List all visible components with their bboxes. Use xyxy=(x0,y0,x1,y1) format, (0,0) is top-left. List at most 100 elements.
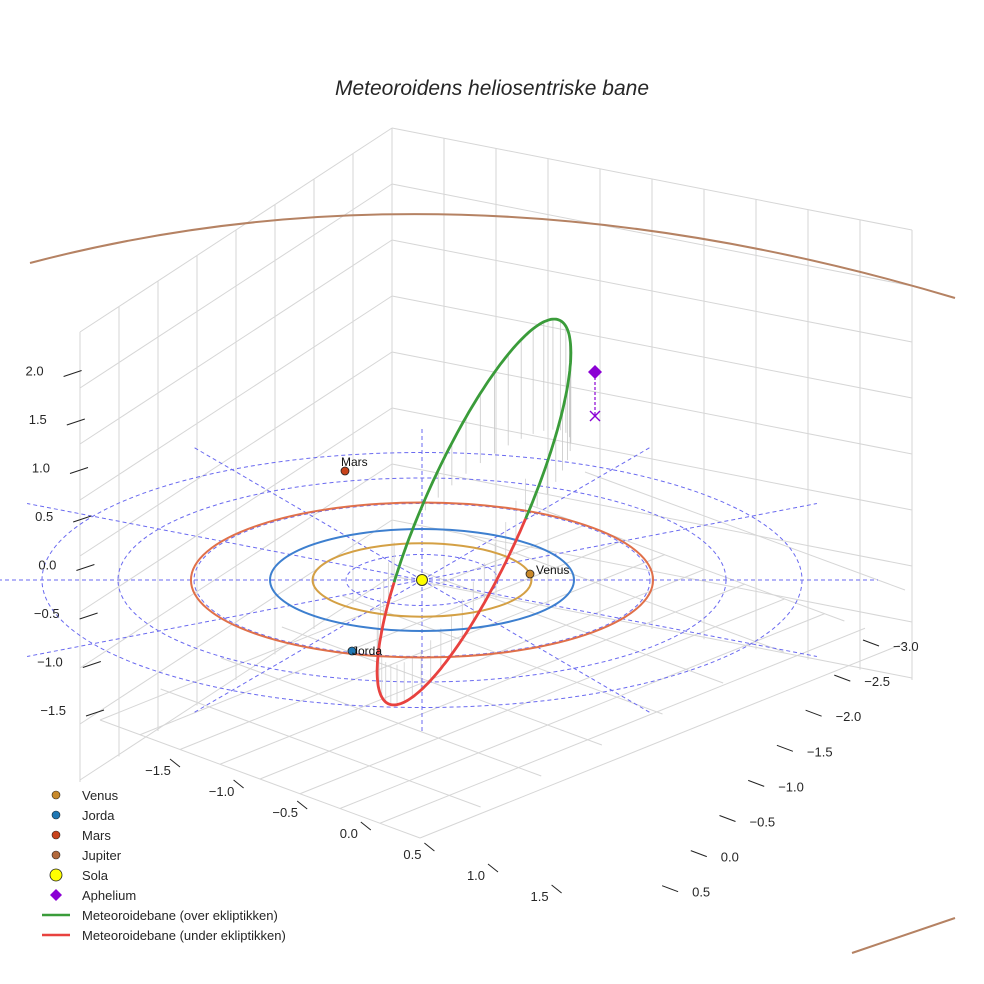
z-tick-label: −1.0 xyxy=(37,655,63,670)
x-tick-mark xyxy=(551,884,562,894)
y-tick-label: −0.5 xyxy=(750,815,776,830)
legend-marker xyxy=(51,790,61,800)
y-tick-mark xyxy=(805,709,822,717)
grid-line xyxy=(219,568,706,765)
x-tick-label: 0.0 xyxy=(340,826,358,841)
legend-entry: Meteoroidebane (over ekliptikken) xyxy=(82,908,278,923)
z-tick-label: 1.0 xyxy=(32,461,50,476)
x-tick-label: 1.0 xyxy=(467,868,485,883)
x-tick-mark xyxy=(233,779,244,789)
grid-line xyxy=(391,407,913,511)
y-tick-label: 0.0 xyxy=(721,850,739,865)
venus-label: Venus xyxy=(536,563,569,577)
grid-line xyxy=(79,407,393,613)
orbit-venus xyxy=(311,542,533,618)
legend-marker xyxy=(51,850,61,860)
x-tick-mark xyxy=(169,758,181,768)
orbit-mars xyxy=(189,501,655,659)
reference-radial xyxy=(421,447,651,581)
z-tick-mark xyxy=(79,612,98,620)
x-tick-mark xyxy=(360,821,372,831)
y-tick-mark xyxy=(834,674,851,682)
orbit-jupiter-far xyxy=(29,213,956,299)
legend-entry: Venus xyxy=(82,788,119,803)
reference-radial xyxy=(421,579,651,713)
grid-line xyxy=(99,524,586,721)
grid-line xyxy=(79,519,393,725)
grid-line xyxy=(391,351,913,455)
x-tick-mark xyxy=(296,800,308,810)
x-tick-mark xyxy=(424,842,435,852)
legend-marker xyxy=(49,868,63,882)
x-tick-label: 1.5 xyxy=(531,889,549,904)
sun-marker xyxy=(416,574,428,586)
y-tick-mark xyxy=(661,885,679,893)
legend-entry: Jupiter xyxy=(82,848,122,863)
chart-title: Meteoroidens heliosentriske bane xyxy=(335,77,649,100)
grid-line xyxy=(79,463,393,669)
y-tick-label: 0.5 xyxy=(692,885,710,900)
mars-label: Mars xyxy=(341,455,368,469)
z-tick-mark xyxy=(69,467,89,474)
legend: Venus Jorda Mars Jupiter Sola Aphelium Meteoro… xyxy=(42,788,286,943)
grid-line xyxy=(463,533,784,653)
legend-entry: Sola xyxy=(82,868,109,883)
grid-line xyxy=(339,613,826,809)
markers: Venus Jorda Mars xyxy=(340,365,602,658)
z-tick-mark xyxy=(82,661,101,668)
legend-marker xyxy=(50,889,62,901)
grid-line xyxy=(391,463,913,567)
axis-ticks: −1.5 −1.0 −0.5 0.0 0.5 1.0 1.5 2.0 −1.5 −1.0 −0.5 0… xyxy=(26,364,919,905)
grid-line xyxy=(299,598,786,795)
z-tick-label: −1.5 xyxy=(40,703,66,718)
z-tick-label: −0.5 xyxy=(34,606,60,621)
x-tick-mark xyxy=(487,863,499,873)
venus-marker xyxy=(525,569,535,579)
aphelion-projection-marker xyxy=(589,410,601,422)
earth-label: Jorda xyxy=(352,644,382,658)
grid-line xyxy=(79,295,393,501)
z-tick-label: 0.0 xyxy=(38,558,56,573)
y-tick-label: −2.0 xyxy=(836,709,862,724)
legend-entry: Aphelium xyxy=(82,888,136,903)
z-tick-label: 0.5 xyxy=(35,509,53,524)
legend-entry: Meteoroidebane (under ekliptikken) xyxy=(82,928,286,943)
z-tick-mark xyxy=(85,709,105,717)
grid-line xyxy=(584,471,906,591)
z-tick-mark xyxy=(63,370,82,377)
grid-line xyxy=(221,657,542,777)
y-tick-label: −3.0 xyxy=(893,639,919,654)
orbit-jorda xyxy=(269,528,575,632)
x-tick-label: 0.5 xyxy=(403,847,421,862)
y-tick-label: −1.5 xyxy=(807,744,833,759)
grid-line xyxy=(391,127,913,231)
grid-line xyxy=(79,239,393,445)
y-tick-mark xyxy=(690,850,707,858)
y-tick-label: −1.0 xyxy=(778,779,804,794)
grid-line xyxy=(160,688,481,808)
z-tick-mark xyxy=(76,564,95,571)
z-tick-label: 1.5 xyxy=(29,412,47,427)
grid-line xyxy=(391,183,913,287)
grid-line xyxy=(391,239,913,343)
grid-line xyxy=(79,575,393,781)
y-tick-label: −2.5 xyxy=(864,674,890,689)
grid-line xyxy=(79,351,393,557)
mars-marker xyxy=(340,466,350,476)
x-tick-label: −1.0 xyxy=(209,784,235,799)
legend-marker xyxy=(51,830,61,840)
x-tick-label: −1.5 xyxy=(145,763,171,778)
grid-line xyxy=(391,295,913,399)
grid-line xyxy=(402,564,724,684)
grid-line xyxy=(281,626,603,746)
orbit-jupiter-near xyxy=(851,917,956,954)
meteoroid-orbit xyxy=(375,317,573,707)
grid-line xyxy=(139,539,626,736)
legend-marker xyxy=(51,810,61,820)
y-tick-mark xyxy=(748,779,765,787)
grid-line xyxy=(259,583,746,780)
z-tick-label: 2.0 xyxy=(26,364,44,379)
grid-line xyxy=(379,627,866,824)
legend-entry: Jorda xyxy=(82,808,115,823)
